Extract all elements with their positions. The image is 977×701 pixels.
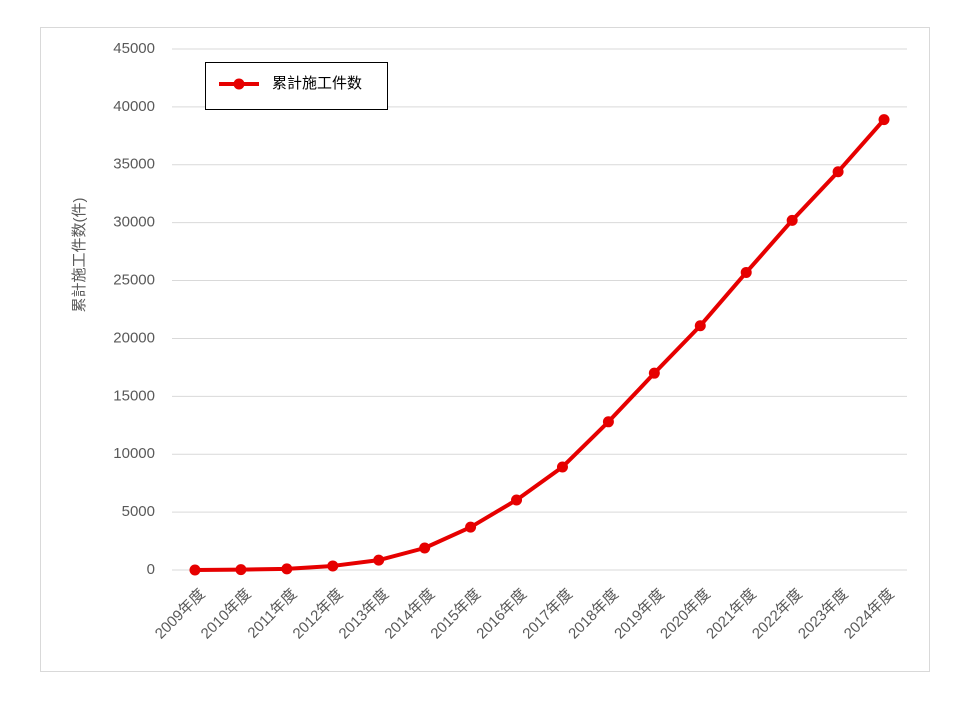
- series-line: [194, 118, 886, 572]
- data-point: [189, 564, 201, 576]
- y-tick-label: 10000: [113, 445, 155, 462]
- data-point: [740, 266, 752, 278]
- data-point: [281, 563, 293, 575]
- data-point: [878, 114, 890, 126]
- y-tick-label: 40000: [113, 98, 155, 115]
- y-axis-label: 累計施工件数(件): [71, 198, 88, 313]
- data-point: [556, 461, 568, 473]
- data-point: [511, 494, 523, 506]
- data-point: [327, 560, 339, 572]
- y-tick-label: 25000: [113, 272, 155, 289]
- y-tick-label: 20000: [113, 329, 155, 346]
- data-point: [235, 564, 247, 576]
- y-tick-label: 0: [147, 561, 155, 578]
- legend-label: 累計施工件数: [272, 75, 362, 92]
- data-point: [694, 320, 706, 332]
- data-point: [786, 214, 798, 226]
- data-point: [465, 521, 477, 533]
- y-tick-label: 30000: [113, 214, 155, 231]
- chart-border: [40, 27, 930, 672]
- legend: 累計施工件数: [205, 62, 388, 110]
- data-point: [648, 367, 660, 379]
- y-tick-label: 15000: [113, 387, 155, 404]
- data-point: [832, 166, 844, 178]
- legend-marker: [233, 78, 245, 90]
- y-tick-label: 35000: [113, 156, 155, 173]
- data-point: [373, 554, 385, 566]
- data-point: [419, 542, 431, 554]
- y-tick-label: 45000: [113, 40, 155, 57]
- data-point: [602, 416, 614, 428]
- y-tick-label: 5000: [122, 503, 155, 520]
